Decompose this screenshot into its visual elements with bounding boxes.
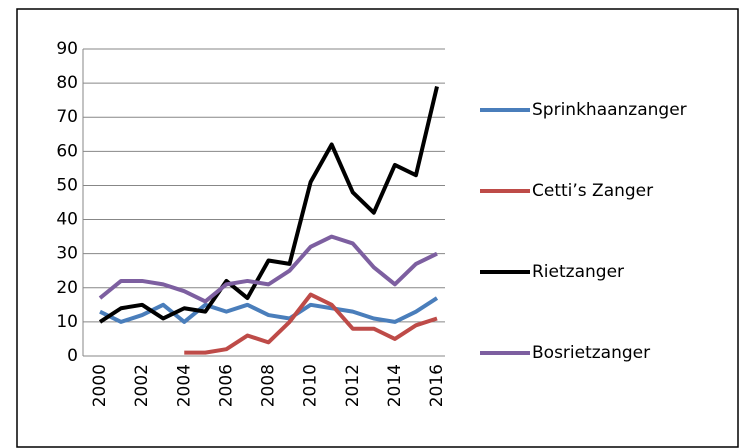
y-tick-label: 40	[56, 210, 78, 230]
x-tick-label: 2016	[427, 364, 447, 407]
y-tick-label: 60	[56, 141, 78, 161]
y-tick-label: 30	[56, 244, 78, 264]
y-tick-label: 20	[56, 278, 78, 298]
legend-label: Bosrietzanger	[532, 343, 650, 363]
x-tick-label: 2004	[174, 364, 194, 407]
x-tick-label: 2008	[259, 364, 279, 407]
y-tick-label: 10	[56, 312, 78, 332]
legend-label: Sprinkhaanzanger	[532, 100, 687, 120]
x-tick-label: 2014	[385, 364, 405, 407]
series-line	[98, 234, 438, 304]
series-line	[99, 296, 439, 324]
legend-label: Rietzanger	[532, 262, 624, 282]
chart-border	[16, 8, 739, 448]
x-tick-label: 2006	[216, 364, 236, 407]
y-tick-label: 80	[56, 73, 78, 93]
legend-label: Cetti’s Zanger	[532, 181, 653, 201]
x-tick-label: 2002	[132, 364, 152, 407]
y-tick-label: 90	[56, 39, 78, 59]
y-tick-label: 0	[67, 346, 78, 366]
x-tick-label: 2012	[343, 364, 363, 407]
y-tick-label: 70	[56, 107, 78, 127]
y-tick-label: 50	[56, 175, 78, 195]
series-line	[98, 86, 439, 324]
series-line	[184, 292, 438, 355]
x-tick-label: 2010	[301, 364, 321, 407]
x-tick-label: 2000	[90, 364, 110, 407]
